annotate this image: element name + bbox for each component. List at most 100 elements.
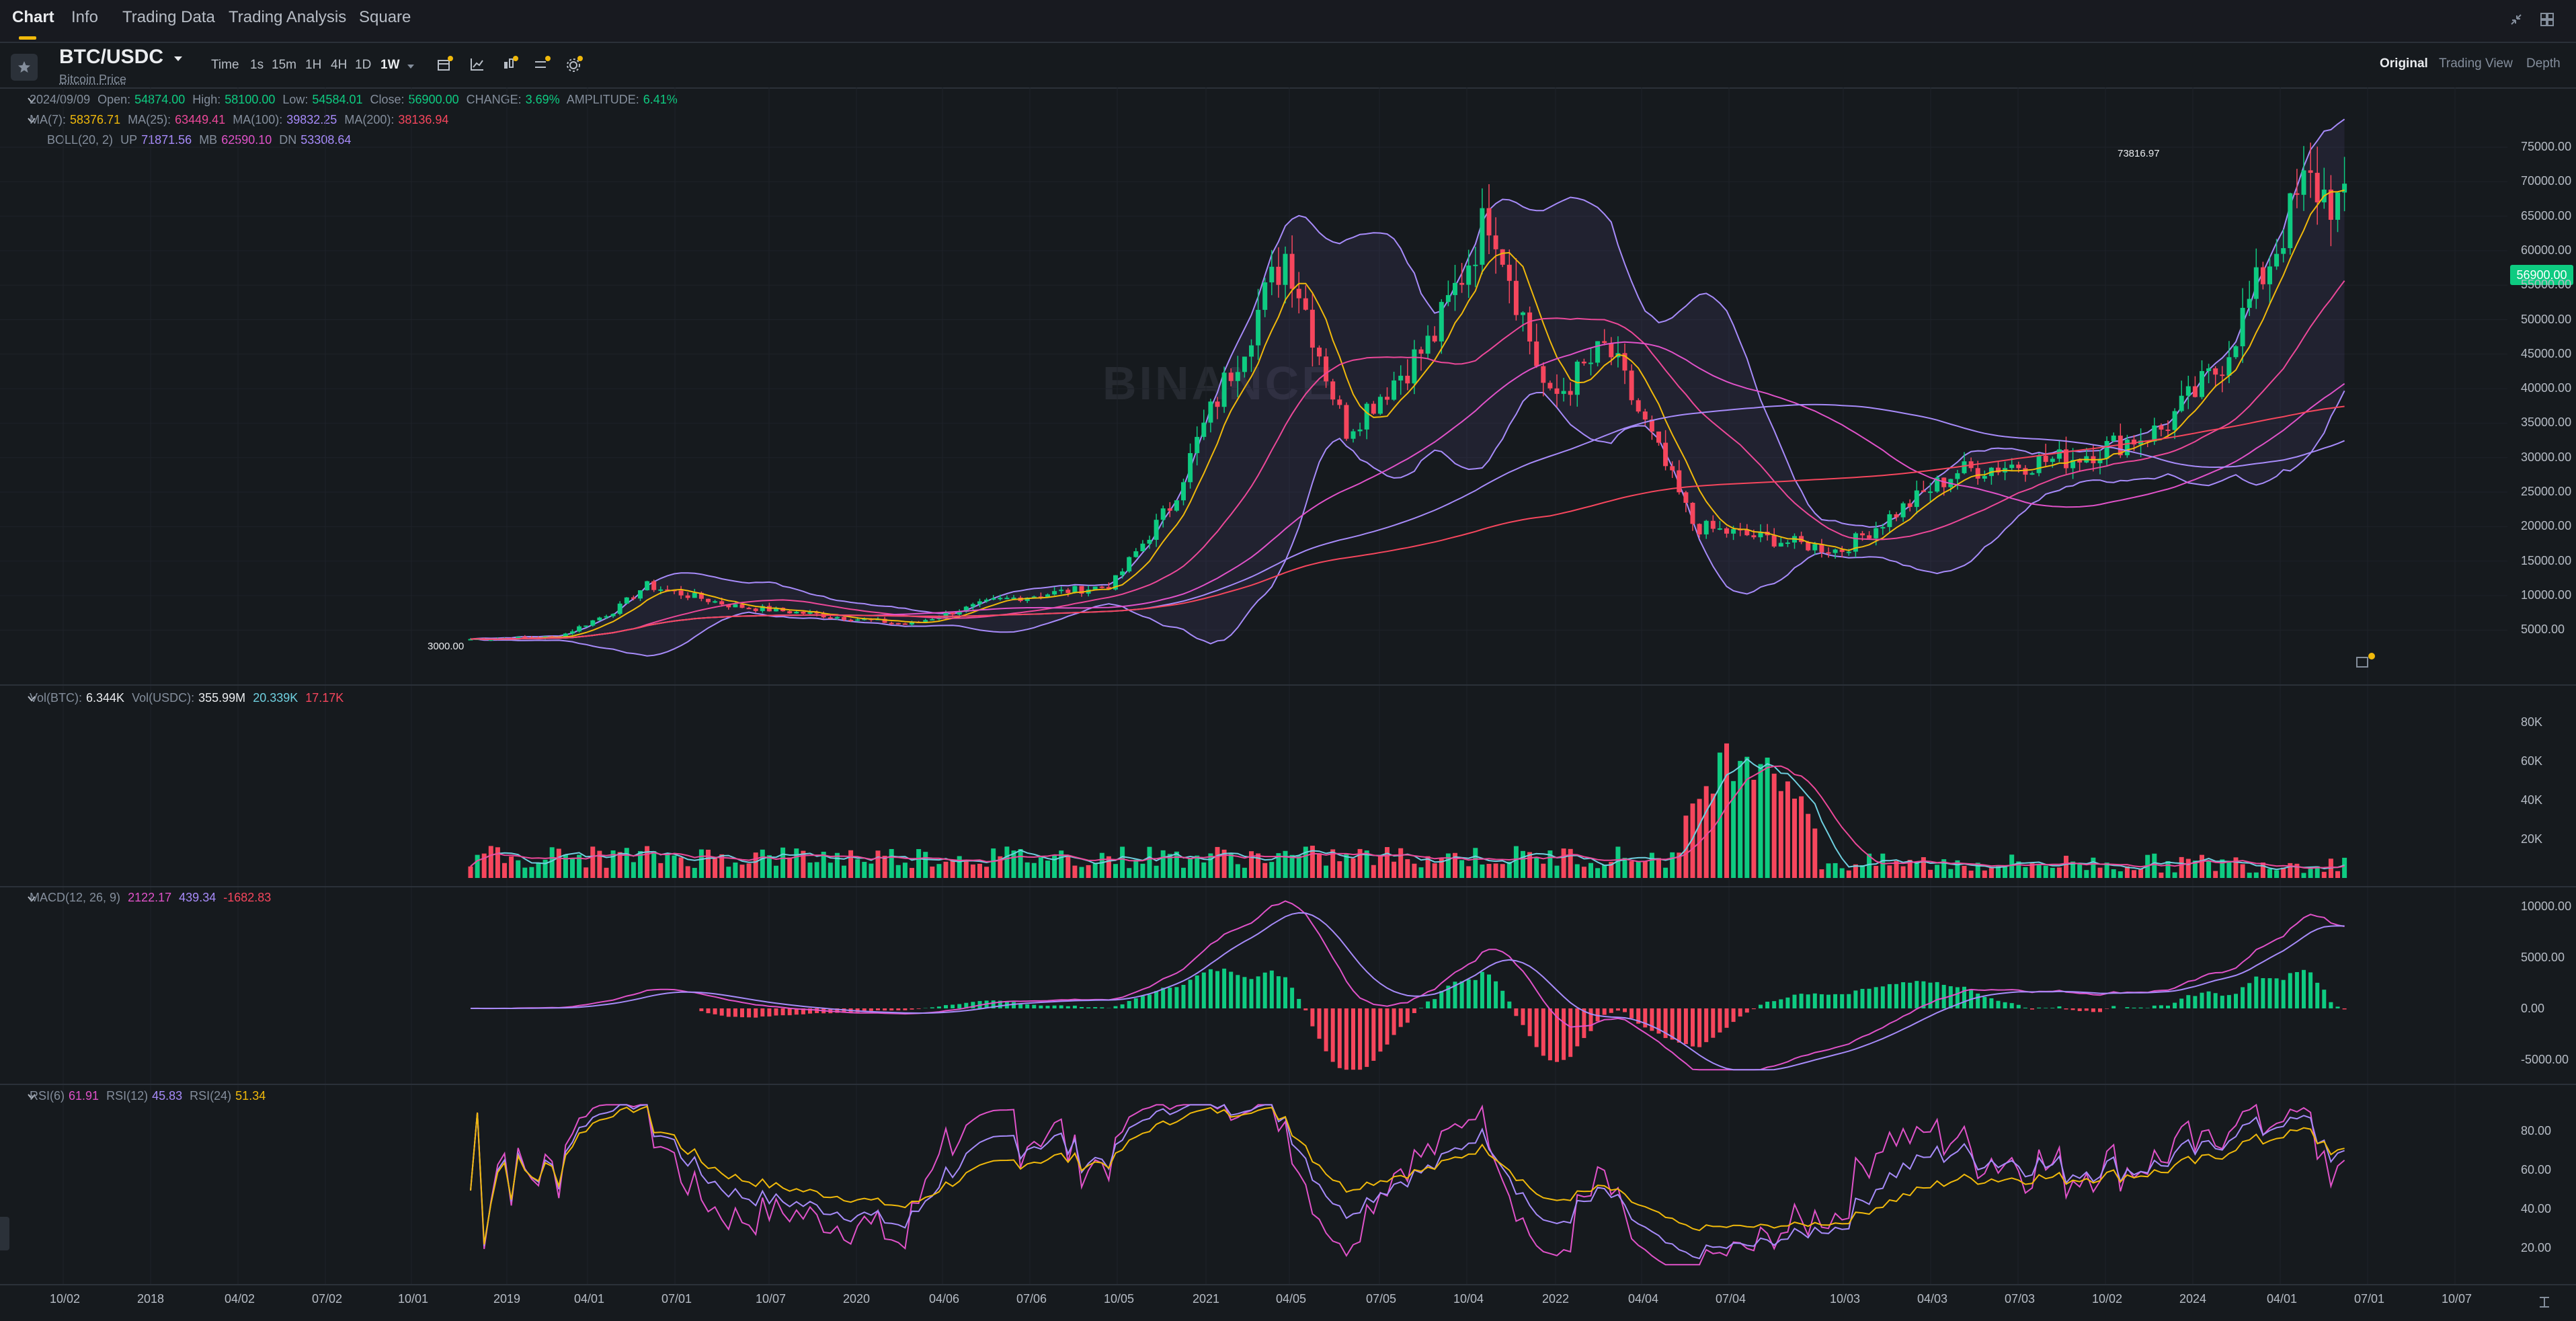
volume-bar	[889, 848, 894, 878]
candle-body	[1296, 288, 1301, 298]
volume-bar	[1439, 858, 1444, 878]
view-original[interactable]: Original	[2380, 56, 2428, 71]
view-trading-view[interactable]: Trading View	[2439, 56, 2513, 71]
volume-bar	[1242, 867, 1247, 878]
macd-axis-label: -5000.00	[2521, 1053, 2569, 1066]
macd-histogram-bar	[1405, 1008, 1410, 1023]
volume-bar	[1554, 865, 1560, 878]
candle-body	[2233, 346, 2239, 358]
tab-trading-analysis[interactable]: Trading Analysis	[229, 8, 347, 26]
candle-body	[2213, 368, 2218, 375]
rsi12-label: RSI(12)	[106, 1089, 149, 1103]
timeframe-1w[interactable]: 1W	[380, 58, 400, 72]
macd-histogram-bar	[1860, 988, 1865, 1008]
view-depth[interactable]: Depth	[2526, 56, 2561, 71]
candle-body	[1500, 249, 1505, 265]
pane-separator[interactable]	[0, 886, 2576, 887]
macd-histogram-bar	[1969, 989, 1974, 1008]
volume-bar	[2226, 861, 2232, 878]
time-axis-label: 04/06	[929, 1292, 960, 1306]
candle-body	[1697, 524, 1702, 534]
candle-style-icon[interactable]	[500, 55, 519, 74]
tab-square[interactable]: Square	[359, 8, 411, 26]
calendar-icon[interactable]	[2353, 651, 2377, 675]
macd-histogram-bar	[1120, 1004, 1125, 1008]
collapse-icon[interactable]	[2506, 9, 2526, 30]
candle-body	[1506, 264, 1512, 281]
volume-bar	[577, 854, 582, 878]
gear-icon[interactable]	[565, 55, 583, 74]
volume-bar	[651, 850, 657, 878]
volume-bar	[1099, 852, 1104, 878]
candle-body	[1955, 473, 1960, 479]
candle-body	[842, 616, 846, 620]
volume-bar	[1371, 865, 1376, 878]
ma7-label: MA(7):	[30, 113, 66, 126]
candle-body	[2009, 465, 2015, 469]
macd-histogram-bar	[944, 1005, 948, 1008]
rsi-collapse-icon[interactable]	[27, 1092, 36, 1101]
volume-bar	[1079, 867, 1084, 878]
indicator-settings-icon[interactable]	[436, 55, 454, 74]
macd-histogram-bar	[1588, 1008, 1593, 1031]
boll-up-value: 71871.56	[141, 133, 192, 147]
pane-separator[interactable]	[0, 1084, 2576, 1085]
timeframe-1h[interactable]: 1H	[305, 58, 322, 72]
vol-collapse-icon[interactable]	[27, 694, 36, 703]
tab-info[interactable]: Info	[71, 8, 99, 26]
price-axis-label: 45000.00	[2521, 346, 2572, 360]
volume-bar	[984, 867, 990, 878]
grid-layout-icon[interactable]	[2537, 9, 2557, 30]
drawing-tools-icon[interactable]	[532, 55, 551, 74]
volume-bar	[2288, 863, 2293, 878]
macd-histogram-bar	[1032, 1004, 1037, 1008]
timeframe-15m[interactable]: 15m	[272, 58, 296, 72]
macd-histogram-bar	[1765, 1002, 1770, 1008]
symbol-subtitle[interactable]: Bitcoin Price	[59, 73, 127, 86]
candle-body	[549, 636, 555, 638]
price-axis-label: 40000.00	[2521, 381, 2572, 395]
favorite-button[interactable]	[11, 54, 38, 81]
macd-histogram-bar	[1065, 1006, 1070, 1008]
macd-histogram-bar	[1222, 968, 1227, 1008]
boll-info: BOLL(20, 2) UP 71871.56 MB 62590.10 DN 5330…	[47, 133, 355, 147]
macd-histogram-bar	[747, 1008, 752, 1018]
ma-collapse-icon[interactable]	[27, 116, 36, 125]
volume-bar	[1506, 861, 1512, 878]
sidebar-expand-handle[interactable]	[0, 1217, 9, 1250]
volume-bar	[2091, 857, 2096, 878]
candle-body	[1344, 405, 1349, 439]
ohlc-collapse-icon[interactable]	[27, 95, 36, 105]
macd-histogram-bar	[2009, 1003, 2014, 1008]
volume-bar	[1486, 864, 1492, 878]
timeframe-4h[interactable]: 4H	[331, 58, 348, 72]
price-axis-label: 30000.00	[2521, 450, 2572, 464]
timeframe-chevron-down-icon[interactable]	[406, 63, 415, 70]
candle-body	[2138, 440, 2144, 445]
volume-bar	[1521, 850, 1525, 878]
time-axis-label: 2022	[1542, 1292, 1570, 1306]
pane-separator[interactable]	[0, 684, 2576, 686]
volume-bar	[875, 850, 881, 878]
candle-body	[1045, 594, 1050, 597]
time-axis-label: 10/05	[1104, 1292, 1135, 1306]
macd-histogram-bar	[2288, 973, 2292, 1008]
macd-histogram-bar	[1541, 1008, 1545, 1056]
tab-chart[interactable]: Chart	[12, 8, 54, 26]
time-axis-label: 10/07	[2442, 1292, 2472, 1306]
timeframe-1s[interactable]: 1s	[250, 58, 264, 72]
timeframe-time[interactable]: Time	[211, 58, 239, 72]
tab-trading-data[interactable]: Trading Data	[122, 8, 215, 26]
timeframe-1d[interactable]: 1D	[355, 58, 372, 72]
volume-bar	[834, 852, 840, 878]
symbol-selector[interactable]: BTC/USDC	[59, 46, 184, 69]
time-axis-label: 07/06	[1016, 1292, 1047, 1306]
chart-type-icon[interactable]	[468, 55, 487, 74]
macd-collapse-icon[interactable]	[27, 894, 36, 904]
macd-histogram-bar	[1547, 1008, 1552, 1061]
axis-settings-icon[interactable]	[2534, 1292, 2554, 1312]
candle-body	[2288, 193, 2293, 249]
boll-up-label: UP	[120, 133, 138, 147]
macd-histogram-bar	[706, 1008, 711, 1014]
